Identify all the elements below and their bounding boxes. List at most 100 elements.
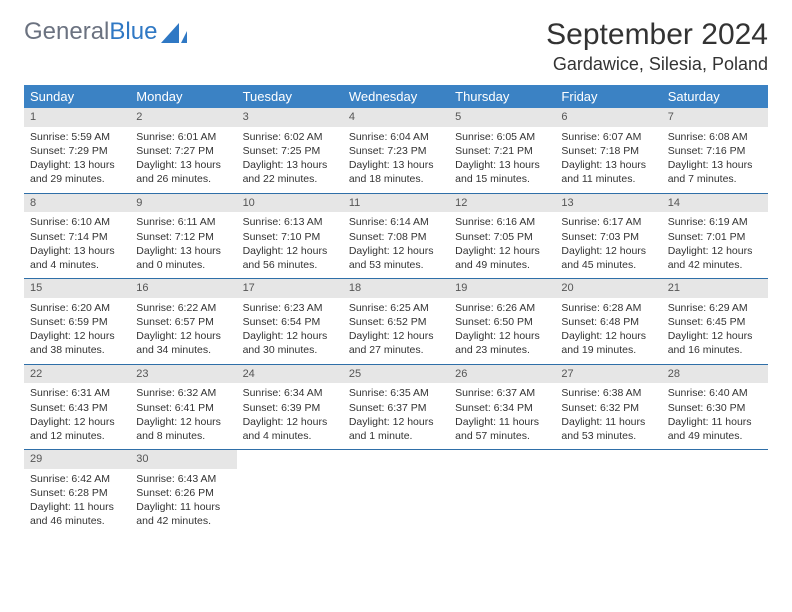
day-number: 10 <box>237 194 343 213</box>
day-body: Sunrise: 6:37 AMSunset: 6:34 PMDaylight:… <box>449 383 555 449</box>
day-number: 12 <box>449 194 555 213</box>
week-row: 22Sunrise: 6:31 AMSunset: 6:43 PMDayligh… <box>24 365 768 451</box>
day-number: 9 <box>130 194 236 213</box>
day-cell: 18Sunrise: 6:25 AMSunset: 6:52 PMDayligh… <box>343 279 449 364</box>
sunrise-line: Sunrise: 5:59 AM <box>30 130 124 144</box>
empty-cell <box>555 450 661 535</box>
day-body: Sunrise: 6:28 AMSunset: 6:48 PMDaylight:… <box>555 298 661 364</box>
day-number: 4 <box>343 108 449 127</box>
day-cell: 10Sunrise: 6:13 AMSunset: 7:10 PMDayligh… <box>237 194 343 279</box>
day-body: Sunrise: 6:08 AMSunset: 7:16 PMDaylight:… <box>662 127 768 193</box>
day-cell: 28Sunrise: 6:40 AMSunset: 6:30 PMDayligh… <box>662 365 768 450</box>
sunset-line: Sunset: 6:41 PM <box>136 401 230 415</box>
dow-row: SundayMondayTuesdayWednesdayThursdayFrid… <box>24 85 768 108</box>
day-number: 26 <box>449 365 555 384</box>
day-number: 21 <box>662 279 768 298</box>
header: GeneralBlue September 2024 Gardawice, Si… <box>24 18 768 75</box>
day-number: 14 <box>662 194 768 213</box>
daylight-line: Daylight: 13 hours and 29 minutes. <box>30 158 124 186</box>
sunrise-line: Sunrise: 6:37 AM <box>455 386 549 400</box>
daylight-line: Daylight: 12 hours and 42 minutes. <box>668 244 762 272</box>
day-body: Sunrise: 6:13 AMSunset: 7:10 PMDaylight:… <box>237 212 343 278</box>
day-number: 23 <box>130 365 236 384</box>
dow-header: Sunday <box>24 85 130 108</box>
day-cell: 25Sunrise: 6:35 AMSunset: 6:37 PMDayligh… <box>343 365 449 450</box>
day-cell: 5Sunrise: 6:05 AMSunset: 7:21 PMDaylight… <box>449 108 555 193</box>
sunrise-line: Sunrise: 6:40 AM <box>668 386 762 400</box>
week-row: 1Sunrise: 5:59 AMSunset: 7:29 PMDaylight… <box>24 108 768 194</box>
day-number: 16 <box>130 279 236 298</box>
sunrise-line: Sunrise: 6:32 AM <box>136 386 230 400</box>
sunset-line: Sunset: 7:05 PM <box>455 230 549 244</box>
day-number: 18 <box>343 279 449 298</box>
day-body: Sunrise: 6:19 AMSunset: 7:01 PMDaylight:… <box>662 212 768 278</box>
daylight-line: Daylight: 12 hours and 1 minute. <box>349 415 443 443</box>
day-body: Sunrise: 6:35 AMSunset: 6:37 PMDaylight:… <box>343 383 449 449</box>
daylight-line: Daylight: 13 hours and 0 minutes. <box>136 244 230 272</box>
day-number: 30 <box>130 450 236 469</box>
day-body: Sunrise: 6:26 AMSunset: 6:50 PMDaylight:… <box>449 298 555 364</box>
sunrise-line: Sunrise: 6:01 AM <box>136 130 230 144</box>
sunset-line: Sunset: 7:03 PM <box>561 230 655 244</box>
day-number: 11 <box>343 194 449 213</box>
empty-cell <box>662 450 768 535</box>
sunset-line: Sunset: 6:52 PM <box>349 315 443 329</box>
day-body: Sunrise: 6:02 AMSunset: 7:25 PMDaylight:… <box>237 127 343 193</box>
day-body: Sunrise: 6:23 AMSunset: 6:54 PMDaylight:… <box>237 298 343 364</box>
sunset-line: Sunset: 7:23 PM <box>349 144 443 158</box>
sunrise-line: Sunrise: 6:26 AM <box>455 301 549 315</box>
day-body: Sunrise: 6:34 AMSunset: 6:39 PMDaylight:… <box>237 383 343 449</box>
sunset-line: Sunset: 7:10 PM <box>243 230 337 244</box>
daylight-line: Daylight: 12 hours and 23 minutes. <box>455 329 549 357</box>
brand-text-1: General <box>24 18 109 46</box>
sunset-line: Sunset: 6:45 PM <box>668 315 762 329</box>
day-body: Sunrise: 6:22 AMSunset: 6:57 PMDaylight:… <box>130 298 236 364</box>
location: Gardawice, Silesia, Poland <box>546 54 768 75</box>
day-number: 28 <box>662 365 768 384</box>
dow-header: Saturday <box>662 85 768 108</box>
sunset-line: Sunset: 6:43 PM <box>30 401 124 415</box>
day-body: Sunrise: 6:16 AMSunset: 7:05 PMDaylight:… <box>449 212 555 278</box>
day-body: Sunrise: 6:14 AMSunset: 7:08 PMDaylight:… <box>343 212 449 278</box>
daylight-line: Daylight: 13 hours and 18 minutes. <box>349 158 443 186</box>
sunset-line: Sunset: 6:39 PM <box>243 401 337 415</box>
sunset-line: Sunset: 7:08 PM <box>349 230 443 244</box>
daylight-line: Daylight: 13 hours and 4 minutes. <box>30 244 124 272</box>
day-body: Sunrise: 6:20 AMSunset: 6:59 PMDaylight:… <box>24 298 130 364</box>
day-cell: 6Sunrise: 6:07 AMSunset: 7:18 PMDaylight… <box>555 108 661 193</box>
day-number: 19 <box>449 279 555 298</box>
day-number: 29 <box>24 450 130 469</box>
sunrise-line: Sunrise: 6:17 AM <box>561 215 655 229</box>
daylight-line: Daylight: 11 hours and 53 minutes. <box>561 415 655 443</box>
sunrise-line: Sunrise: 6:05 AM <box>455 130 549 144</box>
sunrise-line: Sunrise: 6:19 AM <box>668 215 762 229</box>
daylight-line: Daylight: 12 hours and 38 minutes. <box>30 329 124 357</box>
dow-header: Wednesday <box>343 85 449 108</box>
calendar-page: GeneralBlue September 2024 Gardawice, Si… <box>0 0 792 553</box>
day-body: Sunrise: 6:38 AMSunset: 6:32 PMDaylight:… <box>555 383 661 449</box>
week-row: 15Sunrise: 6:20 AMSunset: 6:59 PMDayligh… <box>24 279 768 365</box>
sunrise-line: Sunrise: 6:35 AM <box>349 386 443 400</box>
daylight-line: Daylight: 13 hours and 26 minutes. <box>136 158 230 186</box>
day-number: 27 <box>555 365 661 384</box>
day-cell: 19Sunrise: 6:26 AMSunset: 6:50 PMDayligh… <box>449 279 555 364</box>
sunrise-line: Sunrise: 6:38 AM <box>561 386 655 400</box>
dow-header: Monday <box>130 85 236 108</box>
sunrise-line: Sunrise: 6:16 AM <box>455 215 549 229</box>
sunrise-line: Sunrise: 6:10 AM <box>30 215 124 229</box>
sunset-line: Sunset: 7:21 PM <box>455 144 549 158</box>
day-number: 15 <box>24 279 130 298</box>
day-number: 2 <box>130 108 236 127</box>
day-cell: 13Sunrise: 6:17 AMSunset: 7:03 PMDayligh… <box>555 194 661 279</box>
dow-header: Tuesday <box>237 85 343 108</box>
day-cell: 29Sunrise: 6:42 AMSunset: 6:28 PMDayligh… <box>24 450 130 535</box>
daylight-line: Daylight: 12 hours and 45 minutes. <box>561 244 655 272</box>
sunset-line: Sunset: 7:16 PM <box>668 144 762 158</box>
brand-text-2: Blue <box>109 18 157 46</box>
daylight-line: Daylight: 12 hours and 12 minutes. <box>30 415 124 443</box>
day-number: 17 <box>237 279 343 298</box>
day-cell: 24Sunrise: 6:34 AMSunset: 6:39 PMDayligh… <box>237 365 343 450</box>
day-body: Sunrise: 6:04 AMSunset: 7:23 PMDaylight:… <box>343 127 449 193</box>
day-cell: 20Sunrise: 6:28 AMSunset: 6:48 PMDayligh… <box>555 279 661 364</box>
daylight-line: Daylight: 12 hours and 30 minutes. <box>243 329 337 357</box>
